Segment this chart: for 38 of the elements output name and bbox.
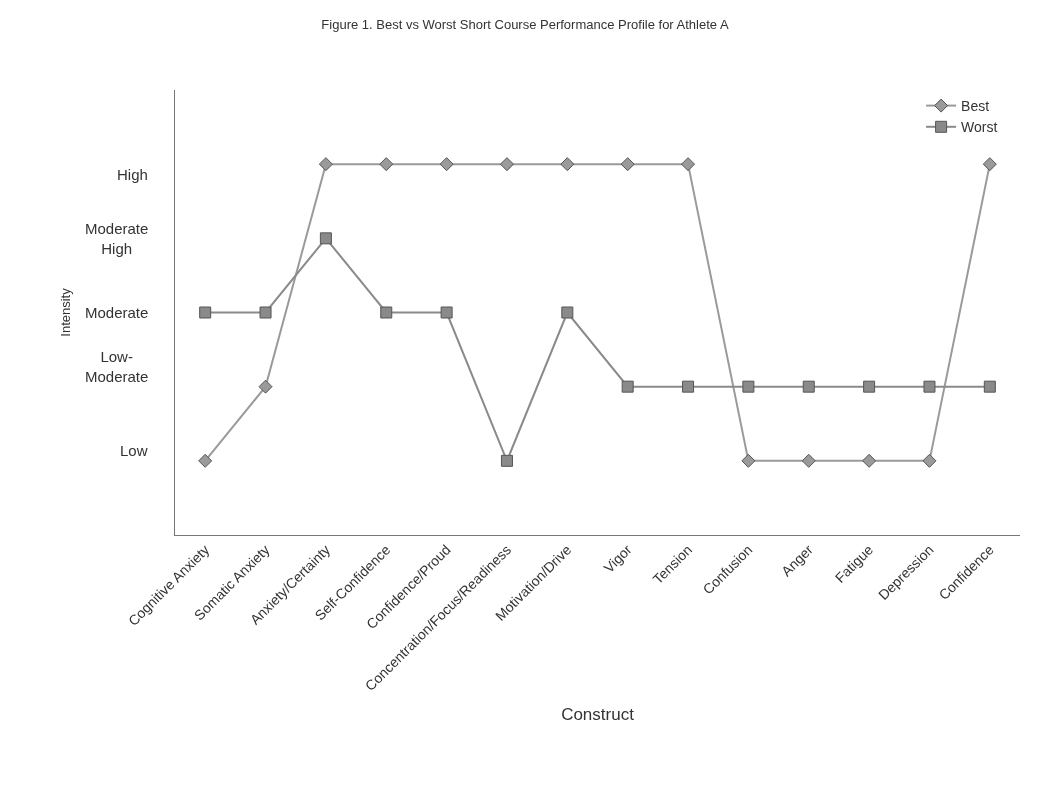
point: [742, 380, 755, 393]
y-axis-title: Intensity: [57, 287, 73, 337]
point: [439, 157, 454, 172]
point: [863, 380, 876, 393]
text: Moderate: [85, 304, 149, 321]
point: [923, 380, 936, 393]
point: [801, 453, 816, 468]
point: [982, 157, 997, 172]
point: [621, 380, 634, 393]
point: [319, 232, 332, 245]
point: [440, 306, 453, 319]
point: [620, 157, 635, 172]
point: [922, 453, 937, 468]
point: [500, 454, 513, 467]
text: Moderate High: [85, 220, 149, 257]
point: [682, 380, 695, 393]
legend-label: Worst: [961, 119, 998, 136]
point: [258, 379, 273, 394]
point: [379, 157, 394, 172]
point: [499, 157, 514, 172]
text: Low: [120, 442, 148, 459]
point: [561, 306, 574, 319]
text: Low- Moderate: [85, 348, 149, 385]
chart-title: Figure 1. Best vs Worst Short Course Performance Profile for Athlete A: [321, 16, 729, 32]
point: [983, 380, 996, 393]
legend-label: Best: [961, 98, 990, 115]
point: [862, 453, 877, 468]
point: [741, 453, 756, 468]
x-axis-title: Construct: [561, 705, 635, 725]
point: [318, 157, 333, 172]
point: [802, 380, 815, 393]
text: High: [117, 166, 148, 183]
point: [681, 157, 696, 172]
point: [199, 306, 212, 319]
point: [560, 157, 575, 172]
point: [259, 306, 272, 319]
point: [380, 306, 393, 319]
point: [198, 453, 213, 468]
